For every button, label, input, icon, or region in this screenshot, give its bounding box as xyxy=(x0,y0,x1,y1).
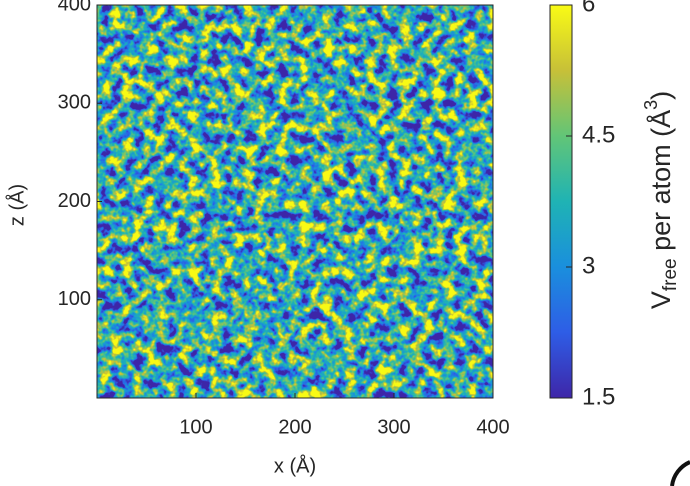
y-tick-label: 300 xyxy=(58,92,91,114)
y-tick-label: 200 xyxy=(58,190,91,212)
colorbar-tick-label: 6 xyxy=(582,0,595,17)
x-tick-label: 100 xyxy=(179,416,212,438)
y-axis-label: z (Å) xyxy=(5,184,28,226)
y-tick-label: 400 xyxy=(58,0,91,15)
x-axis-label: x (Å) xyxy=(274,454,316,477)
colorbar-tick-label: 1.5 xyxy=(582,383,615,410)
y-tick-label: 100 xyxy=(58,288,91,310)
colorbar xyxy=(549,4,573,399)
x-tick-label: 300 xyxy=(377,416,410,438)
x-tick-label: 400 xyxy=(476,416,509,438)
heatmap-field xyxy=(97,5,493,398)
x-tick-label: 200 xyxy=(278,416,311,438)
decor-arc xyxy=(670,460,690,486)
colorbar-tick-label: 3 xyxy=(582,252,595,279)
colorbar-tick-label: 4.5 xyxy=(582,121,615,148)
colorbar-label: Vfree per atom (Å3) xyxy=(641,91,681,309)
